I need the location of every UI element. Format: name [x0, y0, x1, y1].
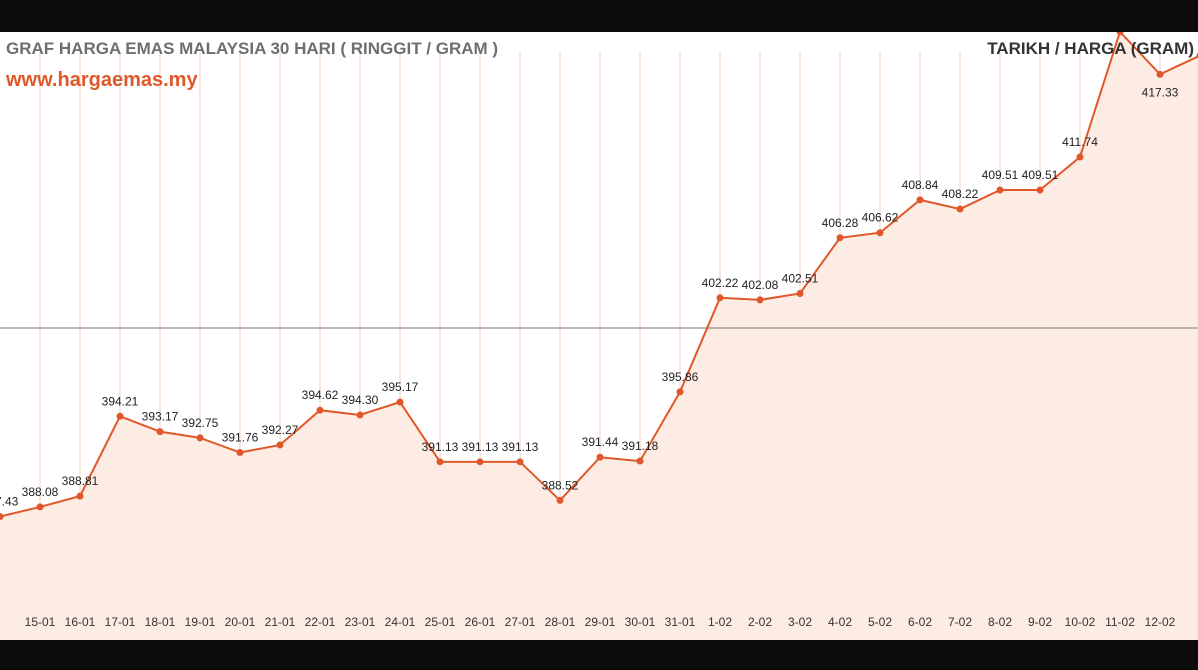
data-point — [156, 428, 164, 436]
data-point — [1156, 70, 1164, 78]
data-label: 394.21 — [102, 394, 139, 408]
data-label: 391.18 — [622, 439, 659, 453]
x-tick-label: 29-01 — [585, 615, 616, 629]
data-label: 402.08 — [742, 278, 779, 292]
chart-subtitle: www.hargaemas.my — [5, 69, 198, 91]
data-label: 391.13 — [422, 440, 459, 454]
x-tick-label: 31-01 — [665, 615, 696, 629]
x-tick-label: 19-01 — [185, 615, 216, 629]
x-tick-label: 7-02 — [948, 615, 972, 629]
data-label: 395.86 — [662, 370, 699, 384]
data-point — [436, 458, 444, 466]
data-point — [36, 503, 44, 511]
x-tick-label: 22-01 — [305, 615, 336, 629]
data-label: 391.13 — [502, 440, 539, 454]
data-label: 394.30 — [342, 393, 379, 407]
data-point — [316, 406, 324, 414]
x-tick-label: 1-02 — [708, 615, 732, 629]
data-point — [236, 449, 244, 457]
data-label: 402.22 — [702, 276, 739, 290]
data-point — [916, 196, 924, 204]
x-tick-label: 27-01 — [505, 615, 536, 629]
data-point — [956, 205, 964, 213]
x-tick-label: 18-01 — [145, 615, 176, 629]
legend-text: TARIKH / HARGA (GRAM) — [987, 39, 1194, 58]
area-fill — [0, 31, 1198, 640]
data-point — [676, 388, 684, 396]
data-point — [836, 234, 844, 242]
data-label: 408.22 — [942, 187, 979, 201]
data-point — [716, 294, 724, 302]
data-label: 392.75 — [182, 416, 219, 430]
x-tick-label: 8-02 — [988, 615, 1012, 629]
x-tick-label: 3-02 — [788, 615, 812, 629]
x-tick-label: 21-01 — [265, 615, 296, 629]
x-tick-label: 9-02 — [1028, 615, 1052, 629]
data-point — [1036, 186, 1044, 194]
data-point — [596, 453, 604, 461]
data-label: 408.84 — [902, 178, 939, 192]
data-label: 409.51 — [982, 168, 1019, 182]
x-tick-label: 4-02 — [828, 615, 852, 629]
x-tick-label: 12-02 — [1145, 615, 1176, 629]
x-tick-label: 20-01 — [225, 615, 256, 629]
x-tick-label: 25-01 — [425, 615, 456, 629]
data-point — [0, 513, 4, 521]
data-label: 391.44 — [582, 435, 619, 449]
data-point — [116, 412, 124, 420]
x-tick-label: 30-01 — [625, 615, 656, 629]
x-tick-label: 6-02 — [908, 615, 932, 629]
data-label: 411.74 — [1062, 135, 1098, 149]
data-label: 409.51 — [1022, 168, 1059, 182]
data-label: 388.08 — [22, 485, 59, 499]
x-tick-label: 26-01 — [465, 615, 496, 629]
data-point — [996, 186, 1004, 194]
bottom-bar — [0, 640, 1198, 670]
data-label: 406.62 — [862, 211, 899, 225]
data-label: 402.51 — [782, 272, 819, 286]
x-tick-label: 23-01 — [345, 615, 376, 629]
data-point — [556, 496, 564, 504]
data-label: 395.17 — [382, 380, 419, 394]
x-tick-label: 28-01 — [545, 615, 576, 629]
chart-title: GRAF HARGA EMAS MALAYSIA 30 HARI ( RINGG… — [6, 39, 498, 58]
data-label: 392.27 — [262, 423, 299, 437]
data-point — [476, 458, 484, 466]
data-label: 406.28 — [822, 216, 859, 230]
data-label: 387.43 — [0, 495, 19, 509]
data-point — [796, 290, 804, 298]
data-label: 388.52 — [542, 478, 579, 492]
data-point — [396, 398, 404, 406]
x-tick-label: 24-01 — [385, 615, 416, 629]
x-tick-label: 16-01 — [65, 615, 96, 629]
x-tick-label: 5-02 — [868, 615, 892, 629]
data-label: 393.17 — [142, 410, 179, 424]
x-tick-label: 15-01 — [25, 615, 56, 629]
x-tick-label: 2-02 — [748, 615, 772, 629]
data-point — [76, 492, 84, 500]
data-point — [636, 457, 644, 465]
data-point — [756, 296, 764, 304]
data-point — [196, 434, 204, 442]
data-point — [356, 411, 364, 419]
data-label: 417.33 — [1142, 85, 1179, 99]
data-label: 391.13 — [462, 440, 499, 454]
data-point — [516, 458, 524, 466]
data-point — [876, 229, 884, 237]
data-point — [1076, 153, 1084, 161]
data-label: 391.76 — [222, 431, 259, 445]
x-tick-label: 11-02 — [1105, 615, 1135, 629]
top-bar — [0, 0, 1198, 32]
data-label: 388.81 — [62, 474, 99, 488]
x-tick-label: 10-02 — [1065, 615, 1096, 629]
x-tick-label: 17-01 — [105, 615, 136, 629]
data-point — [276, 441, 284, 449]
data-label: 394.62 — [302, 388, 339, 402]
